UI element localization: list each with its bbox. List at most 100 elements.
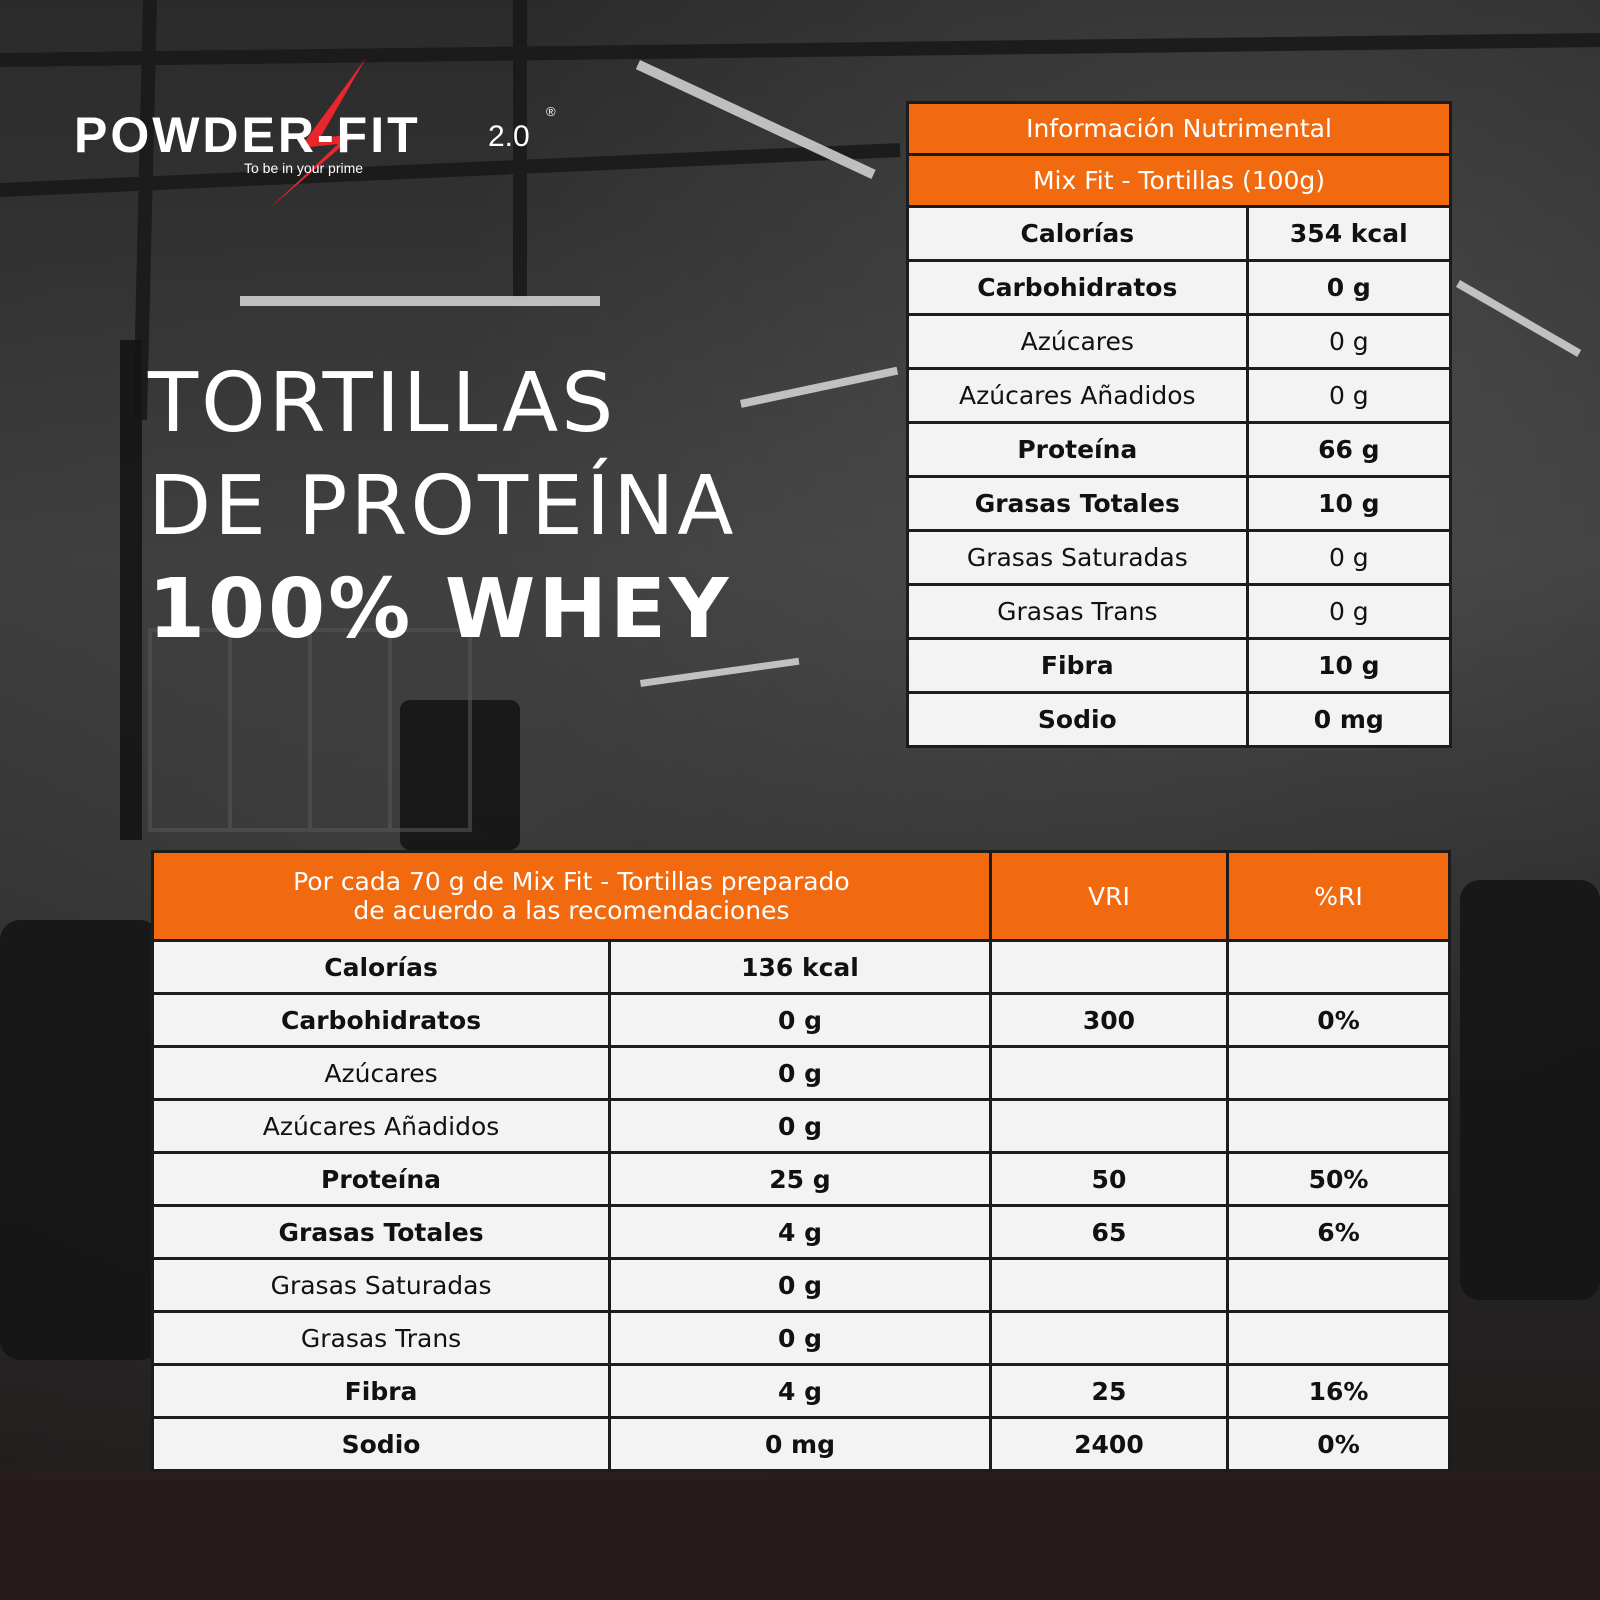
table-row: Fibra 10 g: [906, 637, 1453, 694]
nutrient-vri: [988, 1310, 1230, 1366]
table-row: Proteína 66 g: [906, 421, 1453, 478]
nutrient-vri: 65: [988, 1204, 1230, 1260]
nutrient-ri: [1226, 1098, 1451, 1154]
nutrient-label: Azúcares Añadidos: [150, 1098, 612, 1154]
nutrient-label: Grasas Saturadas: [150, 1257, 612, 1313]
brand-logo: POWDER-FIT 2.0 ® To be in your prime: [74, 58, 574, 208]
nutrient-value: 10 g: [1245, 475, 1453, 532]
nutrient-vri: 2400: [988, 1416, 1230, 1472]
vri-header: VRI: [988, 850, 1230, 942]
nutrient-label: Grasas Saturadas: [906, 529, 1249, 586]
nutrient-value: 0 g: [1245, 367, 1453, 424]
nutrient-value: 0 g: [608, 1310, 992, 1366]
nutrient-vri: [988, 1045, 1230, 1101]
table-row: Sodio 0 mg: [906, 691, 1453, 748]
nutrient-ri: 50%: [1226, 1151, 1451, 1207]
nutrient-vri: 300: [988, 992, 1230, 1048]
nutrient-label: Calorías: [906, 205, 1249, 262]
headline-line-3: 100% WHEY: [148, 562, 732, 657]
table-row: Sodio 0 mg 2400 0%: [150, 1416, 1451, 1472]
nutrient-value: 0 g: [1245, 259, 1453, 316]
nutrient-value: 0 g: [1245, 529, 1453, 586]
portion-header: Por cada 70 g de Mix Fit - Tortillas pre…: [151, 850, 992, 942]
nutrient-value: 0 g: [608, 1045, 992, 1101]
table-row: Grasas Saturadas 0 g: [150, 1257, 1451, 1313]
lightning-bolt-icon: [270, 58, 366, 208]
table-row: Azúcares 0 g: [150, 1045, 1451, 1101]
nutrient-label: Sodio: [150, 1416, 612, 1472]
headline-line-2: DE PROTEÍNA: [148, 459, 737, 554]
table-row: Azúcares Añadidos 0 g: [150, 1098, 1451, 1154]
table-row: Grasas Trans 0 g: [150, 1310, 1451, 1366]
nutrient-label: Fibra: [150, 1363, 612, 1419]
headline-line-1: TORTILLAS: [148, 356, 617, 451]
nutrient-vri: [988, 1098, 1230, 1154]
nutrient-value: 0 g: [608, 1257, 992, 1313]
nutrient-label: Fibra: [906, 637, 1249, 694]
nutrient-value: 66 g: [1245, 421, 1453, 478]
table-row: Calorías 136 kcal: [150, 939, 1451, 995]
nutrient-value: 0 g: [608, 992, 992, 1048]
table-subtitle: Mix Fit - Tortillas (100g): [906, 153, 1452, 208]
nutrient-ri: 0%: [1226, 992, 1451, 1048]
nutrient-label: Carbohidratos: [906, 259, 1249, 316]
table-row: Carbohidratos 0 g 300 0%: [150, 992, 1451, 1048]
nutrient-value: 0 g: [1245, 313, 1453, 370]
nutrient-ri: 0%: [1226, 1416, 1451, 1472]
nutrient-label: Sodio: [906, 691, 1249, 748]
nutrient-label: Grasas Totales: [150, 1204, 612, 1260]
nutrient-label: Carbohidratos: [150, 992, 612, 1048]
table-row: Azúcares 0 g: [906, 313, 1453, 370]
nutrient-value: 0 mg: [1245, 691, 1453, 748]
nutrient-value: 0 g: [1245, 583, 1453, 640]
nutrient-label: Azúcares: [906, 313, 1249, 370]
nutrient-vri: 50: [988, 1151, 1230, 1207]
table-row: Fibra 4 g 25 16%: [150, 1363, 1451, 1419]
table-row: Calorías 354 kcal: [906, 205, 1453, 262]
table-row: Grasas Totales 10 g: [906, 475, 1453, 532]
nutrient-ri: [1226, 1045, 1451, 1101]
nutrient-value: 4 g: [608, 1204, 992, 1260]
table-row: Grasas Trans 0 g: [906, 583, 1453, 640]
nutrient-value: 4 g: [608, 1363, 992, 1419]
product-headline: TORTILLAS DE PROTEÍNA 100% WHEY: [148, 352, 737, 661]
nutrient-value: 0 mg: [608, 1416, 992, 1472]
portion-header-line-2: de acuerdo a las recomendaciones: [353, 896, 790, 925]
nutrient-label: Proteína: [906, 421, 1249, 478]
nutrient-label: Grasas Trans: [150, 1310, 612, 1366]
brand-tagline: To be in your prime: [244, 160, 364, 176]
table-row: Carbohidratos 0 g: [906, 259, 1453, 316]
nutrient-label: Proteína: [150, 1151, 612, 1207]
nutrient-label: Calorías: [150, 939, 612, 995]
table-title: Información Nutrimental: [906, 101, 1452, 156]
nutrient-value: 0 g: [608, 1098, 992, 1154]
table-body: Calorías 136 kcal Carbohidratos 0 g 300 0% Azú…: [150, 939, 1451, 1472]
nutrient-ri: [1226, 1257, 1451, 1313]
nutrient-label: Grasas Totales: [906, 475, 1249, 532]
ri-header: %RI: [1226, 850, 1451, 942]
nutrient-value: 136 kcal: [608, 939, 992, 995]
nutrient-label: Grasas Trans: [906, 583, 1249, 640]
nutrition-table-70g: Por cada 70 g de Mix Fit - Tortillas pre…: [150, 850, 1451, 1472]
nutrient-ri: [1226, 939, 1451, 995]
registered-mark: ®: [546, 104, 556, 119]
nutrient-vri: [988, 1257, 1230, 1313]
nutrient-value: 10 g: [1245, 637, 1453, 694]
table-row: Azúcares Añadidos 0 g: [906, 367, 1453, 424]
nutrient-ri: [1226, 1310, 1451, 1366]
brand-name: POWDER-FIT: [74, 107, 421, 163]
brand-version: 2.0: [488, 120, 530, 153]
table-row: Grasas Saturadas 0 g: [906, 529, 1453, 586]
nutrient-ri: 16%: [1226, 1363, 1451, 1419]
nutrient-vri: [988, 939, 1230, 995]
nutrient-label: Azúcares: [150, 1045, 612, 1101]
nutrient-vri: 25: [988, 1363, 1230, 1419]
nutrient-ri: 6%: [1226, 1204, 1451, 1260]
table-row: Proteína 25 g 50 50%: [150, 1151, 1451, 1207]
table-row: Grasas Totales 4 g 65 6%: [150, 1204, 1451, 1260]
nutrient-value: 25 g: [608, 1151, 992, 1207]
nutrient-label: Azúcares Añadidos: [906, 367, 1249, 424]
nutrition-table-100g: Información Nutrimental Mix Fit - Tortil…: [906, 101, 1453, 748]
nutrient-value: 354 kcal: [1245, 205, 1453, 262]
